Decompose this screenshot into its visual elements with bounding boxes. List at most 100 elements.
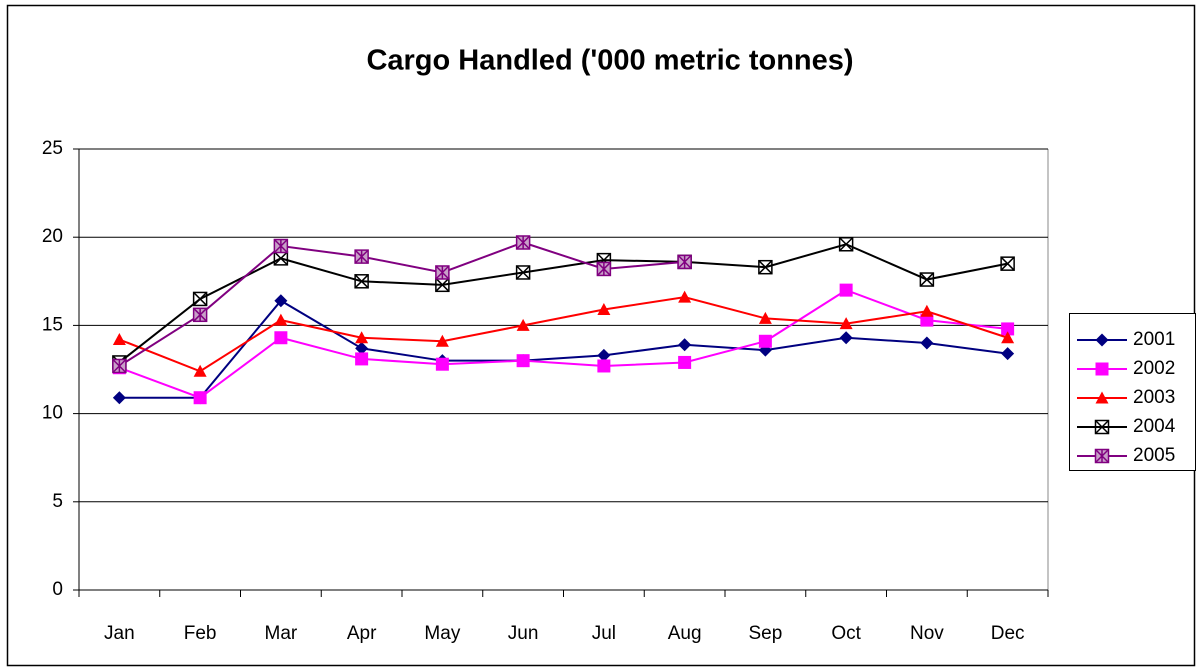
marker-shape	[758, 259, 773, 275]
marker	[516, 318, 530, 331]
marker	[1000, 256, 1015, 271]
marker-shape	[273, 238, 288, 254]
marker	[597, 359, 611, 373]
legend-label: 2003	[1133, 387, 1175, 408]
y-tick-label: 10	[42, 403, 63, 424]
marker-shape	[1095, 391, 1109, 404]
marker-shape	[354, 249, 369, 264]
marker-shape	[678, 355, 692, 369]
marker	[1095, 391, 1109, 404]
marker-shape	[516, 354, 530, 368]
marker-shape	[1095, 362, 1109, 376]
marker-shape	[435, 265, 450, 280]
marker	[919, 272, 935, 287]
marker-shape	[1001, 347, 1015, 361]
marker-shape	[678, 290, 692, 303]
marker	[516, 354, 530, 368]
marker-shape	[597, 348, 611, 362]
marker	[354, 249, 369, 264]
marker-shape	[597, 359, 611, 373]
marker	[112, 358, 127, 374]
marker	[839, 283, 853, 297]
marker-shape	[678, 338, 692, 352]
marker-shape	[839, 317, 853, 330]
marker-shape	[274, 313, 288, 326]
marker	[355, 352, 369, 366]
marker-shape	[515, 265, 531, 280]
marker	[1001, 322, 1015, 336]
marker	[758, 334, 772, 348]
marker-shape	[1095, 333, 1109, 347]
marker	[274, 294, 288, 308]
x-tick-label: Aug	[668, 623, 702, 644]
marker-shape	[112, 333, 126, 346]
x-tick-label: Dec	[991, 623, 1025, 644]
marker	[758, 311, 772, 324]
marker-shape	[355, 352, 369, 366]
marker-shape	[354, 274, 369, 289]
marker	[597, 348, 611, 362]
x-tick-label: Jan	[104, 623, 135, 644]
marker	[596, 261, 612, 277]
marker-shape	[274, 294, 288, 308]
marker	[354, 274, 369, 289]
marker-shape	[758, 260, 773, 275]
y-tick-label: 25	[42, 138, 63, 159]
legend-label: 2004	[1133, 416, 1176, 437]
marker-shape	[919, 272, 935, 287]
y-tick-label: 0	[52, 579, 63, 600]
marker	[1095, 333, 1109, 347]
marker	[678, 338, 692, 352]
marker	[1095, 362, 1109, 376]
marker	[838, 237, 854, 252]
marker-shape	[758, 334, 772, 348]
marker-shape	[516, 235, 531, 250]
x-tick-label: Mar	[265, 623, 298, 644]
marker	[920, 313, 934, 327]
marker-shape	[354, 274, 369, 289]
marker	[193, 364, 207, 377]
marker	[677, 254, 692, 270]
marker	[355, 341, 369, 355]
marker	[112, 333, 126, 346]
marker	[435, 265, 450, 280]
marker-shape	[1094, 419, 1110, 435]
marker-shape	[1000, 256, 1015, 271]
x-tick-label: Nov	[910, 623, 944, 644]
marker	[515, 265, 531, 280]
x-tick-label: Apr	[347, 623, 377, 644]
x-tick-label: Oct	[831, 623, 861, 644]
marker-shape	[193, 291, 208, 306]
marker-shape	[1094, 419, 1110, 435]
marker	[273, 238, 289, 254]
marker-shape	[920, 313, 934, 327]
marker	[192, 291, 208, 307]
marker-shape	[1094, 448, 1110, 464]
y-tick-label: 5	[52, 491, 63, 512]
x-tick-label: Jun	[508, 623, 539, 644]
chart-title: Cargo Handled ('000 metric tonnes)	[366, 45, 853, 77]
series-line	[118, 243, 1008, 364]
marker	[274, 313, 288, 326]
marker	[597, 303, 611, 316]
marker	[435, 357, 449, 371]
marker	[678, 290, 692, 303]
marker-shape	[192, 291, 208, 307]
marker-shape	[920, 336, 934, 350]
x-tick-label: May	[424, 623, 460, 644]
series-line	[119, 299, 1008, 399]
marker	[839, 331, 853, 345]
marker-shape	[112, 391, 126, 405]
marker	[1001, 331, 1015, 344]
marker-shape	[193, 391, 207, 405]
marker-shape	[355, 341, 369, 355]
marker	[920, 304, 934, 317]
marker	[678, 355, 692, 369]
marker-shape	[274, 331, 288, 345]
marker-shape	[839, 283, 853, 297]
marker-shape	[193, 364, 207, 377]
marker-shape	[112, 358, 127, 374]
marker-shape	[355, 331, 369, 344]
legend-label: 2005	[1133, 445, 1175, 466]
